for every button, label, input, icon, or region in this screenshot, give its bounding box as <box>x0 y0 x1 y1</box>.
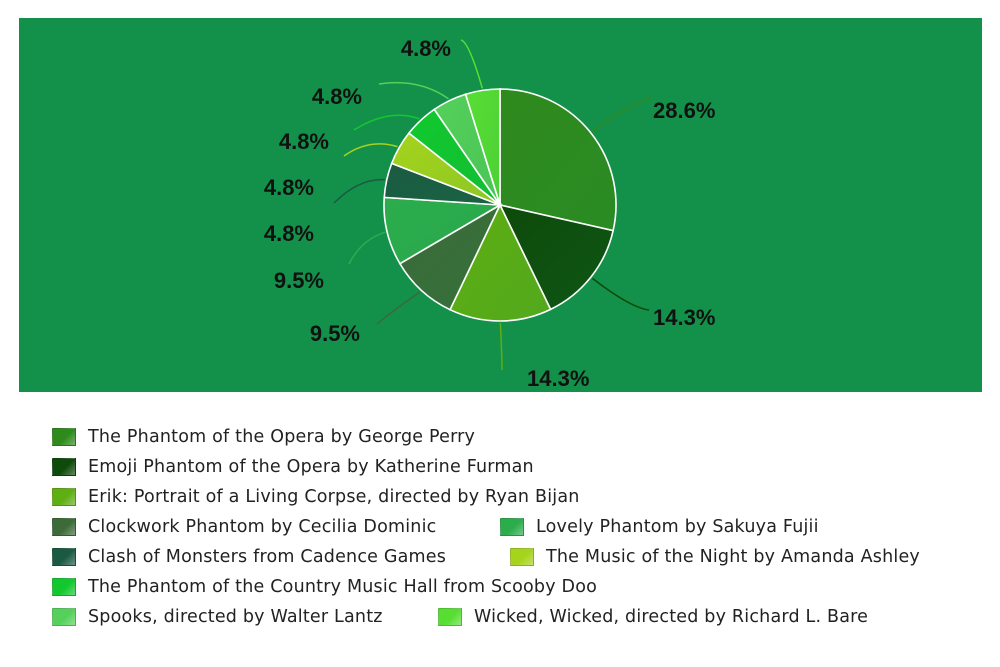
legend-label: The Phantom of the Opera by George Perry <box>88 427 476 447</box>
legend-swatch <box>52 488 76 506</box>
legend-swatch <box>52 428 76 446</box>
leader-line <box>376 291 421 325</box>
legend-item: Emoji Phantom of the Opera by Katherine … <box>52 456 534 478</box>
legend-swatch <box>438 608 462 626</box>
legend-item: The Music of the Night by Amanda Ashley <box>510 546 920 568</box>
pie-slice <box>499 88 617 232</box>
slice-percent-label: 4.8% <box>312 84 362 109</box>
legend-swatch <box>500 518 524 536</box>
legend-item: Erik: Portrait of a Living Corpse, direc… <box>52 486 580 508</box>
slice-percent-label: 9.5% <box>274 268 324 293</box>
leader-line <box>333 178 385 204</box>
legend-label: Erik: Portrait of a Living Corpse, direc… <box>88 487 580 507</box>
legend-swatch <box>52 548 76 566</box>
legend-label: Wicked, Wicked, directed by Richard L. B… <box>474 607 869 627</box>
legend-label: Clockwork Phantom by Cecilia Dominic <box>88 517 437 537</box>
leader-line <box>591 97 652 132</box>
legend-label: Clash of Monsters from Cadence Games <box>88 547 447 567</box>
legend-label: Emoji Phantom of the Opera by Katherine … <box>88 457 534 477</box>
legend-item: Clash of Monsters from Cadence Games <box>52 546 446 568</box>
leader-line <box>343 143 398 157</box>
slice-percent-label: 4.8% <box>401 36 451 61</box>
pie-chart: 28.6% 14.3% 14.3% 9.5% 9.5% 4.8% 4.8% 4.8% 4.8% 4… <box>264 36 716 391</box>
legend-label: The Music of the Night by Amanda Ashley <box>546 547 920 567</box>
legend-swatch <box>52 458 76 476</box>
legend-item: The Phantom of the Country Music Hall fr… <box>52 576 597 598</box>
chart-plot-area: 28.6% 14.3% 14.3% 9.5% 9.5% 4.8% 4.8% 4.8% 4.8% 4… <box>19 18 982 392</box>
slice-percent-label: 4.8% <box>264 175 314 200</box>
legend-swatch <box>52 518 76 536</box>
legend-swatch <box>52 608 76 626</box>
pie-slice <box>498 203 615 311</box>
slice-percent-label: 4.8% <box>279 129 329 154</box>
legend-swatch <box>52 578 76 596</box>
pie-slice <box>448 203 552 322</box>
legend-item: The Phantom of the Opera by George Perry <box>52 426 475 448</box>
leader-line <box>348 231 386 265</box>
legend-label: The Phantom of the Country Music Hall fr… <box>88 577 598 597</box>
leader-line <box>591 277 650 311</box>
pie-slice <box>464 88 501 206</box>
slice-percent-label: 14.3% <box>653 305 715 330</box>
slice-percent-label: 28.6% <box>653 98 715 123</box>
legend-swatch <box>510 548 534 566</box>
leader-line <box>378 81 449 100</box>
legend-label: Lovely Phantom by Sakuya Fujii <box>536 517 819 537</box>
slice-percent-label: 9.5% <box>310 321 360 346</box>
legend-item: Spooks, directed by Walter Lantz <box>52 606 383 628</box>
legend-item: Clockwork Phantom by Cecilia Dominic <box>52 516 436 538</box>
legend-item: Lovely Phantom by Sakuya Fujii <box>500 516 819 538</box>
slice-percent-label: 14.3% <box>527 366 589 391</box>
slice-percent-label: 4.8% <box>264 221 314 246</box>
leader-line <box>353 114 420 131</box>
legend-item: Wicked, Wicked, directed by Richard L. B… <box>438 606 868 628</box>
legend-label: Spooks, directed by Walter Lantz <box>88 607 383 627</box>
leader-line <box>460 39 484 89</box>
leader-line <box>499 322 503 371</box>
